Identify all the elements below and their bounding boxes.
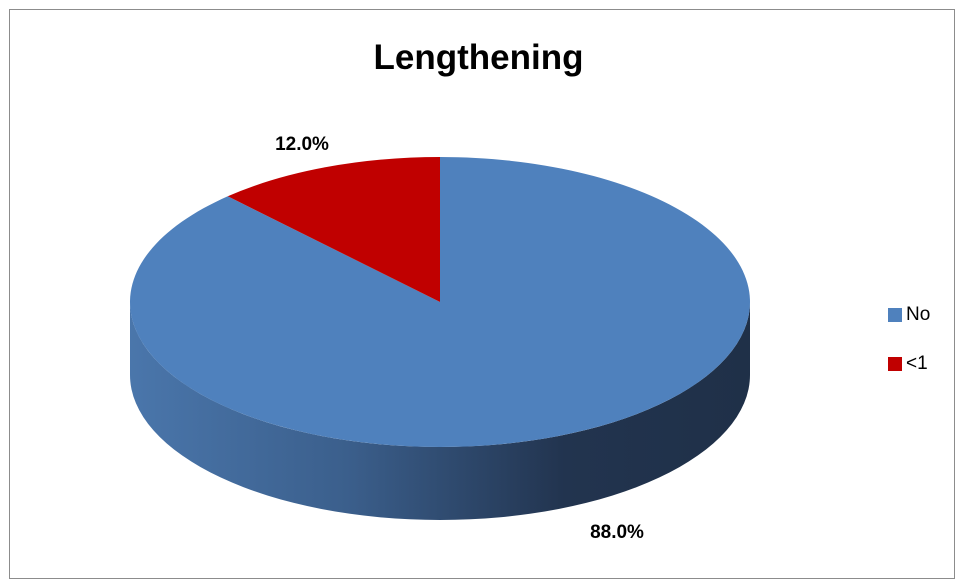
legend-label-no: No <box>906 303 931 325</box>
data-label-no: 88.0% <box>590 522 644 543</box>
legend-item-no: No <box>888 303 931 325</box>
data-label-lt1: 12.0% <box>275 134 329 155</box>
legend-label-lt1: <1 <box>906 352 928 374</box>
legend-item-lt1: <1 <box>888 352 930 374</box>
legend: No <1 <box>888 303 931 403</box>
pie-side-wall <box>130 302 750 520</box>
pie-slice-no <box>129 157 750 447</box>
chart-title: Lengthening <box>373 38 584 77</box>
legend-swatch-no <box>888 307 902 322</box>
legend-swatch-lt1 <box>888 356 902 371</box>
pie-slice-lt1 <box>227 157 440 302</box>
